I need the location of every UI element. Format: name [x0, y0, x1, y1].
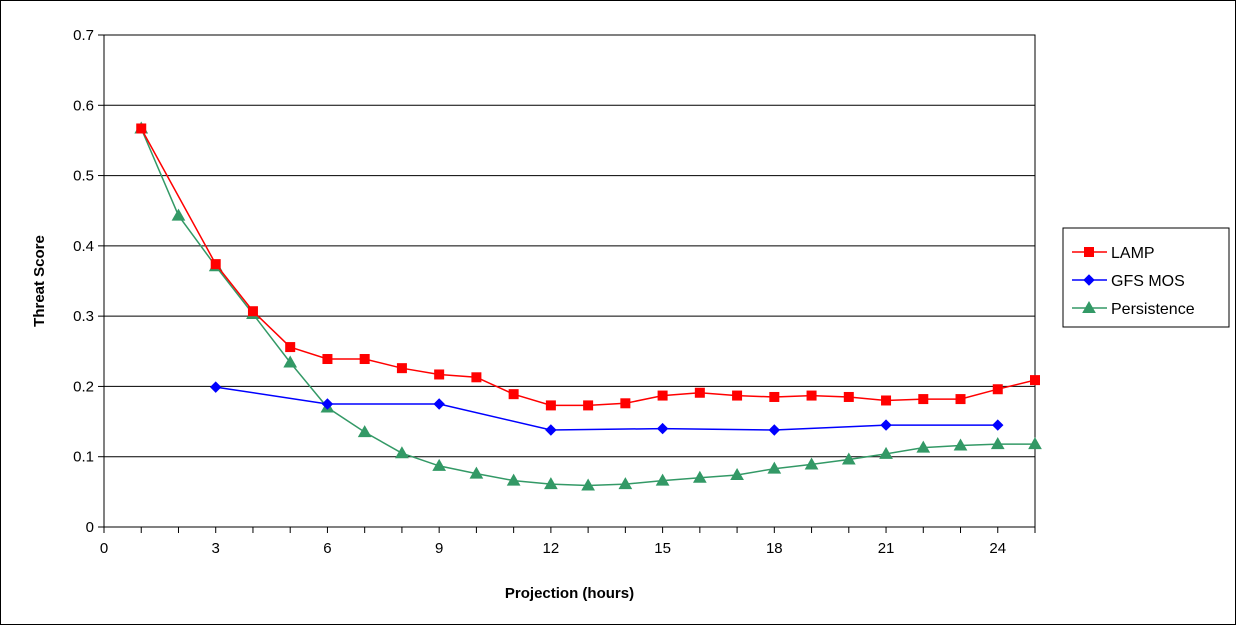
lamp-point: [434, 369, 445, 380]
persistence-point: [692, 470, 707, 483]
legend-label: Persistence: [1111, 301, 1195, 318]
lamp-point: [322, 354, 333, 365]
persistence-point: [953, 438, 968, 451]
x-tick-label: 15: [654, 540, 671, 557]
persistence-point: [469, 466, 484, 479]
persistence-point: [990, 437, 1005, 450]
lamp-point: [508, 389, 519, 400]
persistence-point: [879, 446, 893, 459]
persistence-point: [618, 477, 633, 490]
x-tick-label: 21: [878, 540, 895, 557]
legend-item-lamp: LAMP: [1072, 245, 1155, 262]
lamp-point: [136, 123, 147, 134]
persistence-point: [283, 355, 298, 368]
y-tick-label: 0.5: [73, 168, 94, 185]
gfs-mos-point: [210, 381, 222, 393]
legend-label: GFS MOS: [1111, 273, 1185, 290]
x-tick-label: 18: [766, 540, 783, 557]
persistence-point: [767, 461, 782, 474]
gfs-mos-point: [545, 424, 557, 436]
lamp-point: [545, 400, 556, 411]
legend-swatch-marker: [1084, 247, 1094, 257]
legend-swatch-marker: [1083, 274, 1095, 286]
lamp-point: [955, 394, 966, 405]
series-persistence: [134, 121, 1042, 491]
gfs-mos-point: [768, 424, 781, 436]
lamp-point: [210, 259, 221, 270]
lamp-point: [657, 390, 668, 401]
legend: LAMP GFS MOS Persistence: [1062, 227, 1230, 328]
lamp-point: [583, 400, 594, 411]
lamp-point: [620, 398, 631, 409]
lamp-point: [843, 391, 854, 402]
gfs-mos-point: [656, 422, 669, 435]
persistence-point: [804, 457, 819, 470]
persistence-point: [841, 452, 856, 465]
persistence-point: [730, 467, 744, 480]
legend-item-gfs-mos: GFS MOS: [1072, 273, 1185, 290]
lamp-point: [732, 390, 743, 401]
x-axis-title: Projection (hours): [505, 585, 634, 602]
y-tick-label: 0.2: [73, 378, 94, 395]
persistence-point: [916, 440, 931, 453]
x-tick-label: 3: [212, 540, 220, 557]
plot-area: [103, 34, 1036, 528]
persistence-point: [581, 478, 595, 491]
persistence-point: [1028, 437, 1042, 450]
y-tick-label: 0.6: [73, 97, 94, 114]
lamp-point: [918, 394, 929, 405]
legend-swatch-marker: [1082, 300, 1096, 313]
gridlines: [104, 104, 1035, 458]
series-layer: [134, 121, 1042, 491]
lamp-point: [881, 395, 892, 406]
gfs-mos-point: [321, 398, 334, 410]
x-tick-label: 12: [543, 540, 560, 557]
x-tick-label: 24: [989, 540, 1006, 557]
lamp-point: [806, 390, 817, 401]
persistence-point: [395, 446, 409, 459]
persistence-point: [432, 458, 447, 471]
y-tick-label: 0.1: [73, 449, 94, 466]
legend-item-persistence: Persistence: [1072, 300, 1195, 318]
x-tick-label: 9: [435, 540, 443, 557]
lamp-point: [247, 306, 258, 317]
legend-label: LAMP: [1111, 245, 1155, 262]
y-tick-label: 0: [86, 519, 94, 536]
persistence-line: [140, 128, 1035, 487]
gfs-mos-point: [992, 419, 1004, 431]
persistence-point: [357, 425, 372, 438]
x-tick-label: 0: [100, 540, 108, 557]
lamp-point: [769, 391, 780, 402]
gfs-mos-line: [215, 386, 998, 431]
lamp-point: [396, 363, 407, 374]
persistence-point: [171, 208, 186, 221]
series-lamp: [136, 123, 1040, 411]
y-tick-label: 0.4: [73, 238, 94, 255]
lamp-point: [694, 387, 705, 398]
y-tick-label: 0.7: [73, 27, 94, 44]
lamp-point: [992, 384, 1003, 395]
persistence-point: [544, 477, 558, 490]
y-axis-title: Threat Score: [31, 235, 48, 327]
persistence-point: [506, 473, 521, 486]
gfs-mos-point: [880, 419, 892, 431]
gfs-mos-point: [433, 398, 445, 410]
lamp-point: [1030, 375, 1040, 386]
lamp-line: [140, 128, 1036, 407]
persistence-point: [655, 473, 670, 486]
series-gfs-mos: [210, 381, 1004, 436]
lamp-point: [471, 372, 482, 383]
lamp-point: [359, 354, 370, 365]
axes: 0 0.1 0.2 0.3 0.4 0.5 0.6 0.7 0 3 6 9 12 15 18 21 24: [73, 27, 1036, 557]
x-tick-label: 6: [323, 540, 331, 557]
lamp-point: [285, 342, 296, 353]
y-tick-label: 0.3: [73, 308, 94, 325]
